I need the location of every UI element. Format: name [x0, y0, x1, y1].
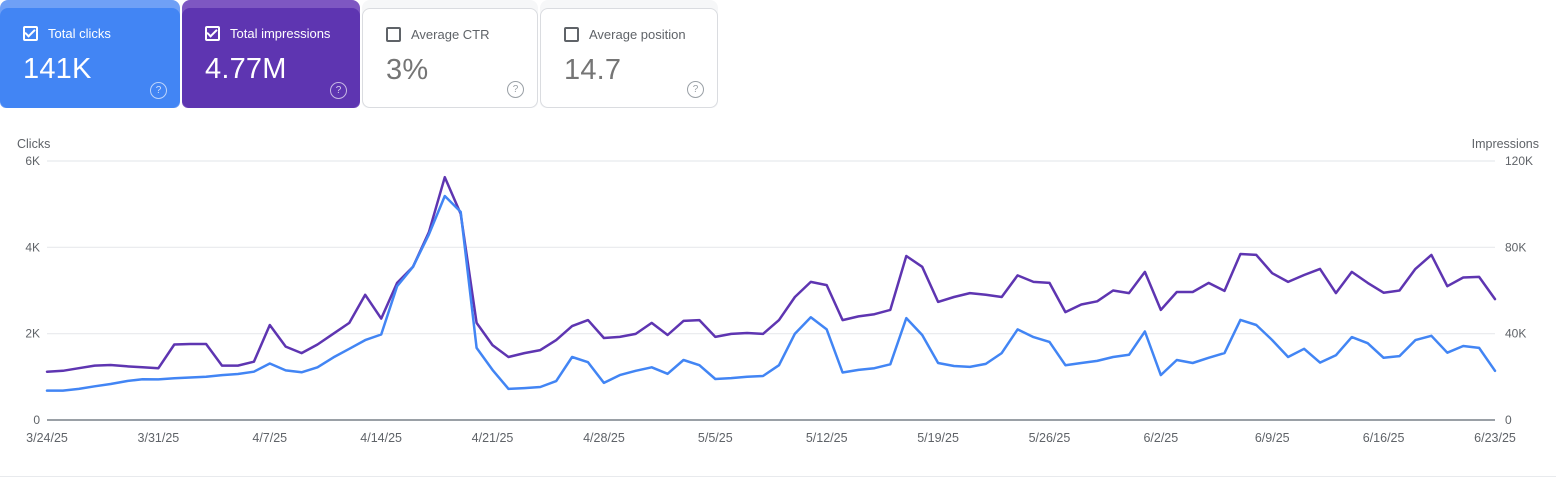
metric-card-total-clicks[interactable]: Total clicks 141K ? [0, 8, 180, 108]
clicks-line [45, 194, 1497, 392]
date-tick-label: 5/12/25 [806, 431, 848, 445]
left-axis-title: Clicks [17, 137, 50, 151]
total-clicks-value: 141K [23, 53, 92, 85]
average-position-checkbox[interactable] [564, 27, 579, 42]
help-icon[interactable]: ? [687, 81, 704, 98]
metric-card-halo: Total clicks 141K ? [0, 0, 180, 108]
date-tick-label: 5/19/25 [917, 431, 959, 445]
metric-card-total-impressions[interactable]: Total impressions 4.77M ? [182, 8, 360, 108]
card-label: Average CTR [411, 27, 490, 42]
metric-cards-row: Total clicks 141K ? Total impressions 4.… [0, 0, 1556, 108]
card-label: Average position [589, 27, 686, 42]
card-head: Average position [564, 27, 686, 42]
help-icon[interactable]: ? [150, 82, 167, 99]
date-tick-label: 4/7/25 [252, 431, 287, 445]
right-axis-title: Impressions [1472, 137, 1539, 151]
metric-card-halo: Average position 14.7 ? [540, 0, 718, 108]
average-position-value: 14.7 [564, 54, 622, 86]
right-axis-tick-label: 40K [1505, 327, 1526, 341]
total-impressions-checkbox[interactable] [205, 26, 220, 41]
date-tick-label: 5/26/25 [1029, 431, 1071, 445]
left-axis-tick-label: 0 [33, 413, 40, 427]
metric-card-average-ctr[interactable]: Average CTR 3% ? [362, 8, 538, 108]
card-label: Total clicks [48, 26, 111, 41]
card-head: Total impressions [205, 26, 330, 41]
average-ctr-value: 3% [386, 54, 429, 86]
right-axis-tick-label: 0 [1505, 413, 1512, 427]
check-icon [24, 26, 36, 38]
impressions-line [45, 175, 1497, 373]
card-label: Total impressions [230, 26, 331, 41]
metric-card-average-position[interactable]: Average position 14.7 ? [540, 8, 718, 108]
average-ctr-checkbox[interactable] [386, 27, 401, 42]
total-clicks-checkbox[interactable] [23, 26, 38, 41]
date-tick-label: 3/31/25 [138, 431, 180, 445]
left-axis-tick-label: 2K [25, 327, 40, 341]
date-tick-label: 4/21/25 [472, 431, 514, 445]
left-axis-tick-label: 6K [25, 154, 40, 168]
date-tick-label: 6/9/25 [1255, 431, 1290, 445]
date-tick-label: 6/23/25 [1474, 431, 1516, 445]
card-head: Average CTR [386, 27, 490, 42]
card-head: Total clicks [23, 26, 111, 41]
date-tick-label: 6/16/25 [1363, 431, 1405, 445]
date-tick-label: 3/24/25 [26, 431, 68, 445]
date-tick-label: 4/28/25 [583, 431, 625, 445]
date-tick-label: 6/2/25 [1143, 431, 1178, 445]
date-tick-label: 4/14/25 [360, 431, 402, 445]
help-icon[interactable]: ? [330, 82, 347, 99]
right-axis-tick-label: 80K [1505, 240, 1526, 254]
right-axis-tick-label: 120K [1505, 154, 1533, 168]
total-impressions-value: 4.77M [205, 53, 287, 85]
check-icon [206, 26, 218, 38]
metric-card-halo: Average CTR 3% ? [362, 0, 538, 108]
metric-card-halo: Total impressions 4.77M ? [182, 0, 360, 108]
help-icon[interactable]: ? [507, 81, 524, 98]
date-tick-label: 5/5/25 [698, 431, 733, 445]
left-axis-tick-label: 4K [25, 240, 40, 254]
